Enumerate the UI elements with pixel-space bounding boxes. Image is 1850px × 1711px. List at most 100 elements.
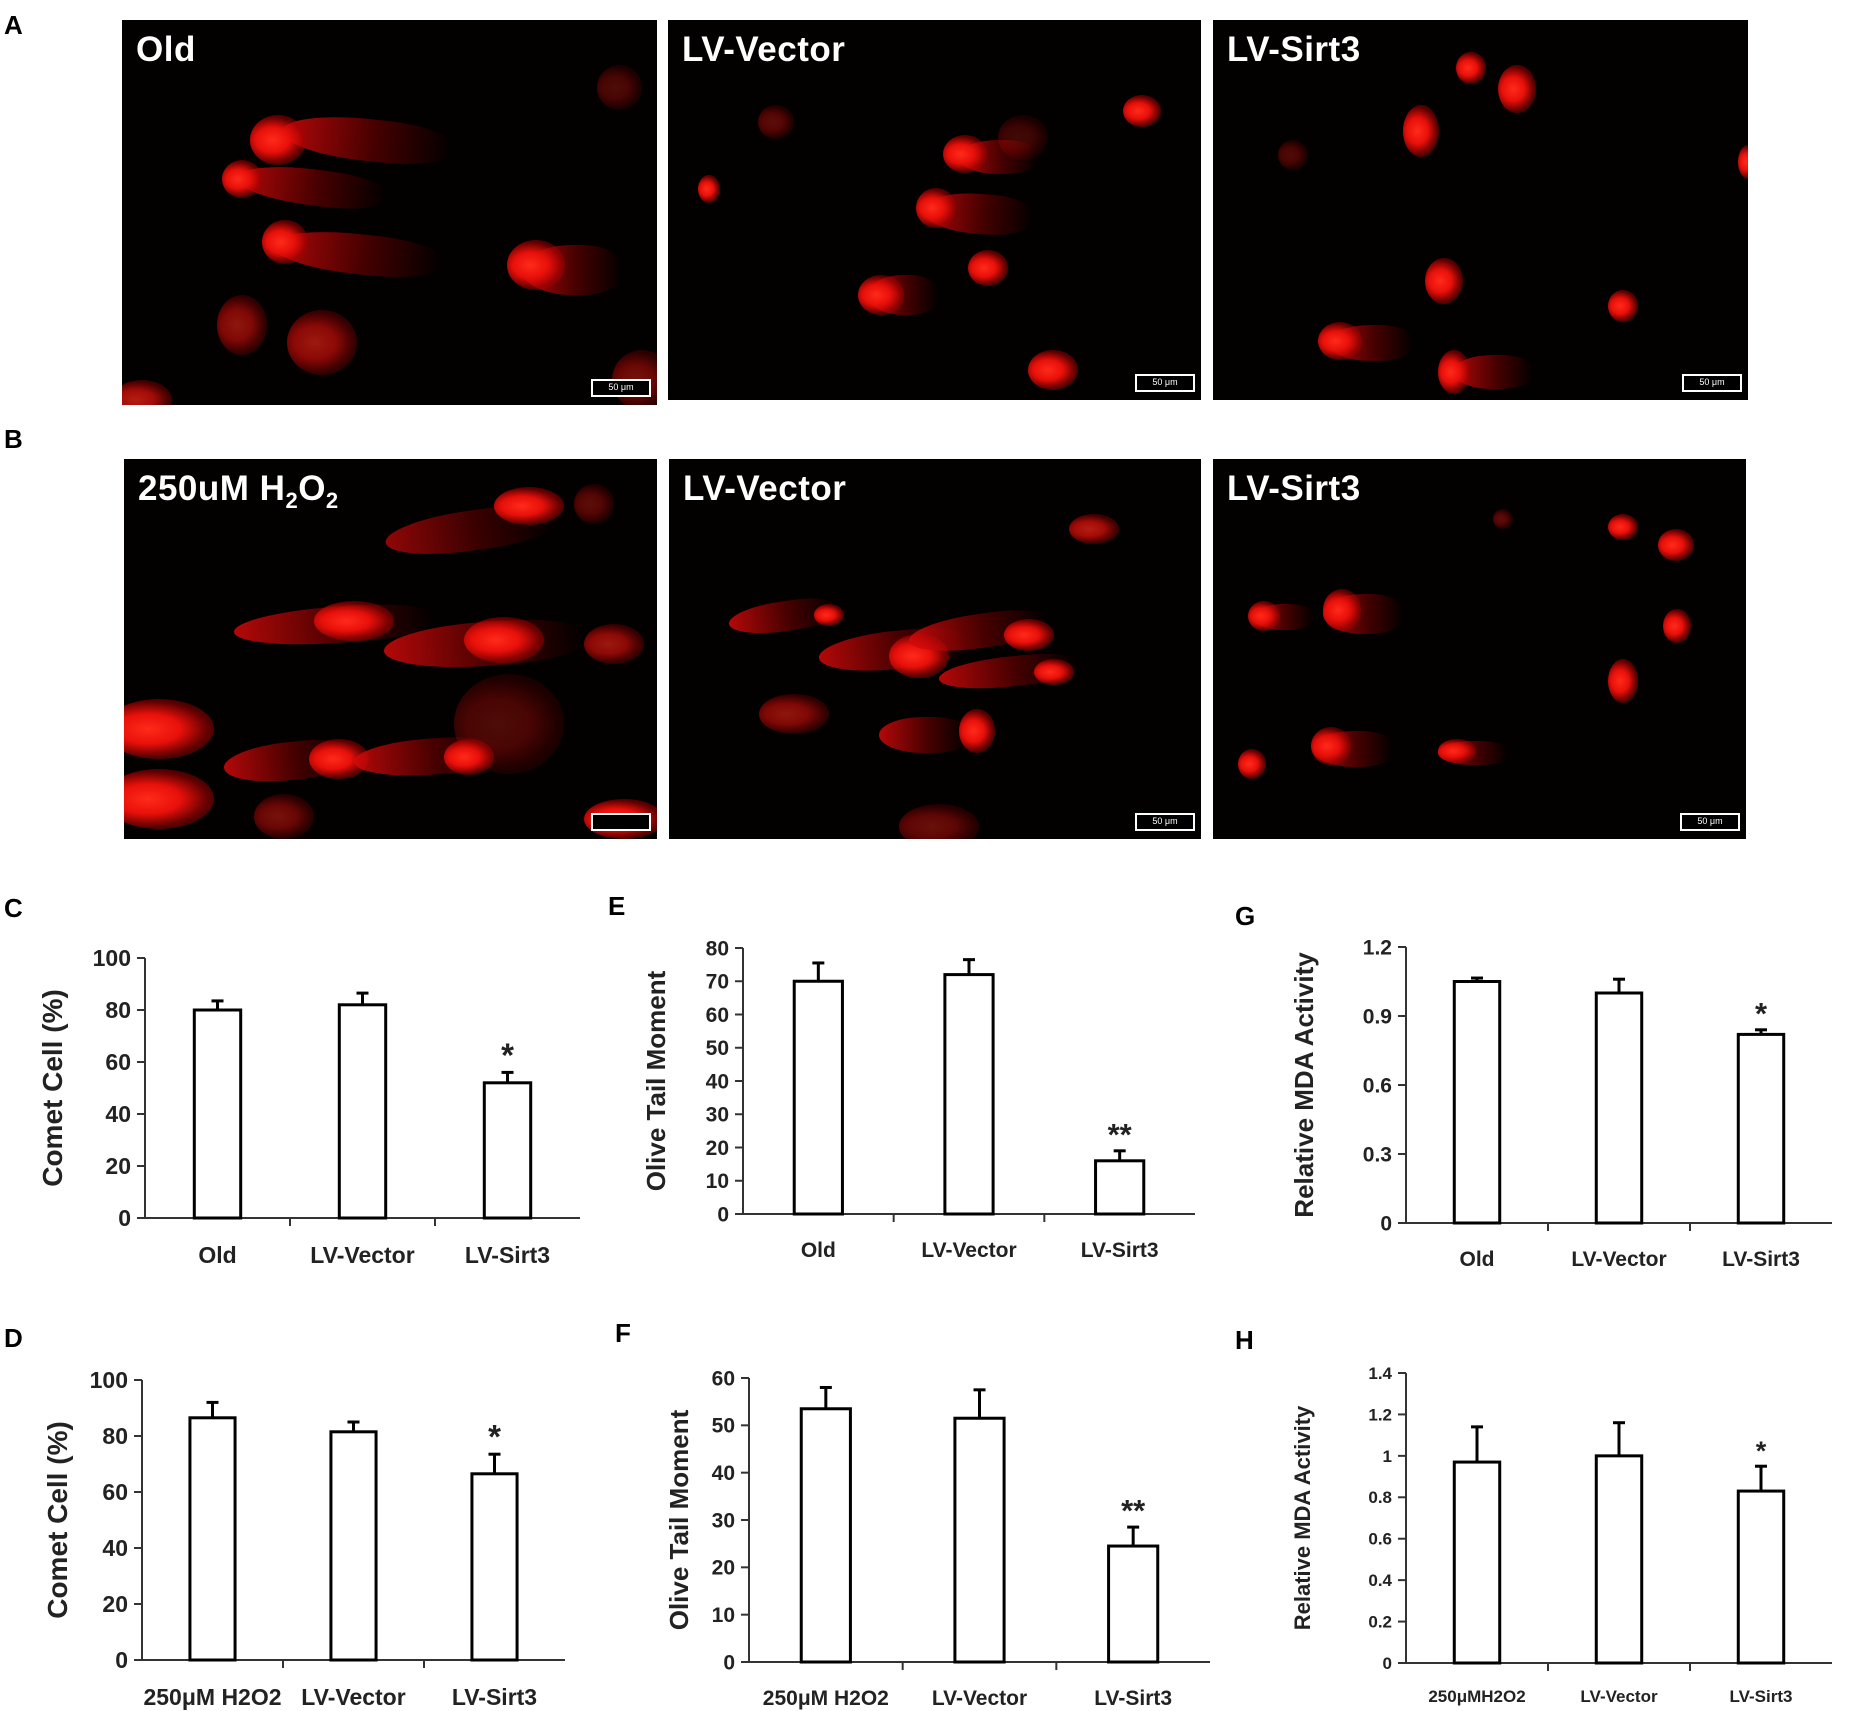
bar	[799, 1407, 852, 1664]
y-tick-label: 100	[93, 945, 131, 971]
bar	[1452, 1460, 1502, 1665]
panel-letter-g: G	[1235, 901, 1256, 931]
y-tick-label: 30	[712, 1509, 735, 1532]
bar	[1107, 1544, 1160, 1664]
y-tick-label: 20	[102, 1591, 128, 1617]
bar	[192, 1008, 243, 1220]
x-tick-label: LV-Sirt3	[1081, 1239, 1159, 1262]
x-tick-label: LV-Vector	[301, 1684, 405, 1710]
x-tick-label: Old	[801, 1239, 836, 1262]
bar	[1594, 991, 1644, 1225]
micrograph-a-old: Old 50 μm	[122, 20, 657, 405]
significance-marker: *	[488, 1418, 501, 1455]
micrograph-b-h2o2: 250uM H2O2	[124, 459, 657, 839]
y-tick-label: 20	[706, 1137, 729, 1160]
y-tick-label: 60	[706, 1004, 729, 1027]
y-tick-label: 40	[105, 1101, 131, 1127]
panel-letter-a: A	[4, 10, 23, 40]
x-tick-label: 250μMH2O2	[1428, 1687, 1525, 1706]
y-tick-label: 0.8	[1368, 1488, 1392, 1507]
y-tick-label: 40	[706, 1070, 729, 1093]
micrograph-label: LV-Sirt3	[1227, 30, 1361, 69]
bar	[188, 1416, 237, 1662]
significance-marker: **	[1121, 1493, 1146, 1528]
y-tick-label: 0	[118, 1205, 131, 1231]
panel-letter-h: H	[1235, 1325, 1254, 1355]
panel-letter-f: F	[615, 1318, 631, 1348]
x-tick-label: Old	[198, 1242, 236, 1268]
y-tick-label: 50	[706, 1037, 729, 1060]
x-tick-label: LV-Vector	[310, 1242, 414, 1268]
micrograph-a-lv-vector: LV-Vector 50 μm	[668, 20, 1201, 400]
micrograph-a-lv-sirt3: LV-Sirt3 50 μm	[1213, 20, 1748, 400]
x-tick-label: LV-Vector	[1571, 1248, 1666, 1271]
y-tick-label: 0	[1380, 1212, 1392, 1235]
y-tick-label: 70	[706, 971, 729, 994]
scale-bar: 50 μm	[591, 379, 651, 397]
y-tick-label: 0.9	[1363, 1005, 1392, 1028]
y-tick-label: 0	[723, 1651, 735, 1674]
scale-bar: 50 μm	[1135, 374, 1195, 392]
y-tick-label: 20	[105, 1153, 131, 1179]
y-tick-label: 80	[706, 937, 729, 960]
micrograph-label: LV-Vector	[683, 469, 847, 508]
bar-chart-c: 0 20 40 60 80 100 Comet Cell (%) Old LV-Vector LV…	[37, 945, 580, 1268]
x-tick-label: LV-Sirt3	[452, 1684, 537, 1710]
y-tick-label: 60	[712, 1367, 735, 1390]
micrograph-label: 250uM H2O2	[138, 469, 339, 513]
significance-marker: *	[1755, 996, 1768, 1031]
bar	[792, 979, 844, 1216]
scale-bar	[591, 813, 651, 831]
bar-chart-d: 0 20 40 60 80 100 Comet Cell (%) 250μM H2O2 LV-V…	[42, 1367, 565, 1710]
micrograph-b-lv-sirt3: LV-Sirt3 50 μm	[1213, 459, 1746, 839]
y-tick-label: 0.2	[1368, 1613, 1392, 1632]
y-tick-label: 0	[115, 1647, 128, 1673]
micrograph-label: Old	[136, 30, 196, 69]
x-tick-label: LV-Vector	[921, 1239, 1016, 1262]
micrograph-label: LV-Sirt3	[1227, 469, 1361, 508]
bar	[329, 1430, 378, 1662]
panel-letter-d: D	[4, 1323, 23, 1353]
bar	[482, 1081, 533, 1220]
bar	[953, 1416, 1006, 1664]
y-tick-label: 100	[90, 1367, 128, 1393]
bar	[1736, 1032, 1786, 1225]
y-tick-label: 60	[102, 1479, 128, 1505]
y-tick-label: 0.4	[1368, 1571, 1392, 1590]
y-tick-label: 1.4	[1368, 1364, 1392, 1383]
y-tick-label: 80	[105, 997, 131, 1023]
y-axis-title: Comet Cell (%)	[37, 989, 68, 1187]
y-tick-label: 10	[706, 1170, 729, 1193]
y-axis-title: Olive Tail Moment	[664, 1409, 694, 1630]
y-tick-label: 20	[712, 1557, 735, 1580]
y-tick-label: 0.6	[1368, 1530, 1392, 1549]
scale-bar: 50 μm	[1680, 813, 1740, 831]
y-axis-title: Relative MDA Activity	[1289, 952, 1319, 1218]
y-tick-label: 80	[102, 1423, 128, 1449]
y-tick-label: 60	[105, 1049, 131, 1075]
micrograph-label: LV-Vector	[682, 30, 846, 69]
bar	[470, 1472, 519, 1662]
y-tick-label: 0.3	[1363, 1143, 1392, 1166]
x-tick-label: Old	[1460, 1248, 1495, 1271]
x-tick-label: LV-Sirt3	[1730, 1687, 1793, 1706]
bar-chart-e: 0 10 20 30 40 50 60 70 80 Olive Tail Moment Old LV-…	[641, 937, 1195, 1262]
y-axis-title: Comet Cell (%)	[42, 1421, 73, 1619]
y-tick-label: 0.6	[1363, 1074, 1392, 1097]
y-tick-label: 30	[706, 1104, 729, 1127]
significance-marker: **	[1108, 1117, 1133, 1152]
bar	[337, 1003, 388, 1220]
y-tick-label: 0	[1383, 1654, 1392, 1673]
micrograph-b-lv-vector: LV-Vector 50 μm	[669, 459, 1201, 839]
x-tick-label: 250μM H2O2	[763, 1687, 889, 1710]
x-tick-label: LV-Sirt3	[1722, 1248, 1800, 1271]
y-tick-label: 1.2	[1368, 1405, 1392, 1424]
y-axis-title: Olive Tail Moment	[641, 970, 671, 1191]
scale-bar: 50 μm	[1135, 813, 1195, 831]
y-tick-label: 1.2	[1363, 936, 1392, 959]
bar	[1736, 1489, 1786, 1665]
x-tick-label: LV-Vector	[1580, 1687, 1658, 1706]
panel-letter-b: B	[4, 424, 23, 454]
x-tick-label: LV-Vector	[932, 1687, 1027, 1710]
